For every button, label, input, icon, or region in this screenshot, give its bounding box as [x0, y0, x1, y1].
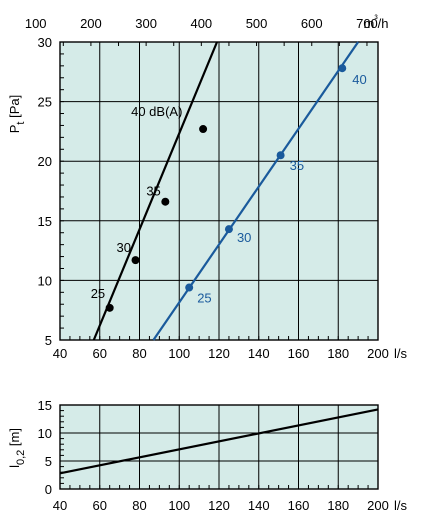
x-tick-label: 100 — [168, 346, 190, 361]
y-tick-label: 5 — [45, 333, 52, 348]
x-axis-unit: l/s — [394, 346, 408, 361]
top-axis-tick-label: 200 — [80, 16, 102, 31]
data-label: 30 — [117, 240, 131, 255]
x-tick-label: 200 — [367, 346, 389, 361]
x-tick-label: 180 — [327, 346, 349, 361]
series-line — [59, 408, 379, 475]
y-tick-label: 0 — [45, 482, 52, 497]
data-label: 25 — [91, 286, 105, 301]
top-axis-tick-label: 300 — [135, 16, 157, 31]
y-tick-label: 25 — [38, 95, 52, 110]
plot-frame — [59, 41, 379, 341]
data-label: 40 dB(A) — [131, 104, 182, 119]
top-axis-tick-label: 400 — [190, 16, 212, 31]
x-tick-label: 120 — [208, 346, 230, 361]
x-tick-label: 60 — [93, 498, 107, 513]
y-tick-label: 10 — [38, 273, 52, 288]
x-tick-label: 140 — [248, 498, 270, 513]
top-axis-tick-label: 600 — [301, 16, 323, 31]
x-tick-label: 40 — [53, 346, 67, 361]
data-point — [105, 303, 114, 312]
y-axis-title: Pt [Pa] — [7, 95, 27, 133]
y-tick-label: 30 — [38, 35, 52, 50]
top-axis-tick-label: 700 — [356, 16, 378, 31]
y-tick-label: 15 — [38, 398, 52, 413]
y-tick-label: 5 — [45, 454, 52, 469]
data-label: 35 — [146, 184, 160, 199]
data-label: 40 — [352, 72, 366, 87]
x-tick-label: 200 — [367, 498, 389, 513]
series-line — [92, 41, 219, 341]
y-axis-title: l0,2 [m] — [7, 428, 27, 468]
top-axis-tick-label: 500 — [246, 16, 268, 31]
x-tick-label: 40 — [53, 498, 67, 513]
data-point — [276, 151, 285, 160]
data-point — [224, 225, 233, 234]
x-tick-label: 80 — [132, 498, 146, 513]
top-axis-tick-label: 100 — [25, 16, 47, 31]
x-tick-label: 180 — [327, 498, 349, 513]
data-point — [131, 256, 140, 265]
plot-frame — [59, 404, 379, 490]
data-label: 35 — [290, 158, 304, 173]
x-axis-unit: l/s — [394, 498, 408, 513]
x-tick-label: 80 — [132, 346, 146, 361]
x-tick-label: 140 — [248, 346, 270, 361]
x-tick-label: 60 — [93, 346, 107, 361]
throw-chart: 40 60 80 100 120 140 160 180 200 l/s 0 5 10 15 l0,2 [m… — [7, 398, 408, 513]
x-tick-label: 100 — [168, 498, 190, 513]
data-point — [338, 64, 347, 73]
x-tick-label: 160 — [288, 346, 310, 361]
y-tick-label: 10 — [38, 426, 52, 441]
pressure-chart: 40 60 80 100 120 140 160 180 200 l/s 100 200 300 400 5… — [7, 14, 408, 361]
data-point — [199, 125, 208, 134]
x-tick-label: 160 — [288, 498, 310, 513]
x-tick-label: 120 — [208, 498, 230, 513]
data-point — [185, 283, 194, 292]
data-label: 30 — [237, 230, 251, 245]
top-axis-unit: m³/h — [363, 14, 388, 31]
y-tick-label: 20 — [38, 154, 52, 169]
data-point — [161, 197, 170, 206]
y-tick-label: 15 — [38, 214, 52, 229]
data-label: 25 — [197, 291, 211, 306]
